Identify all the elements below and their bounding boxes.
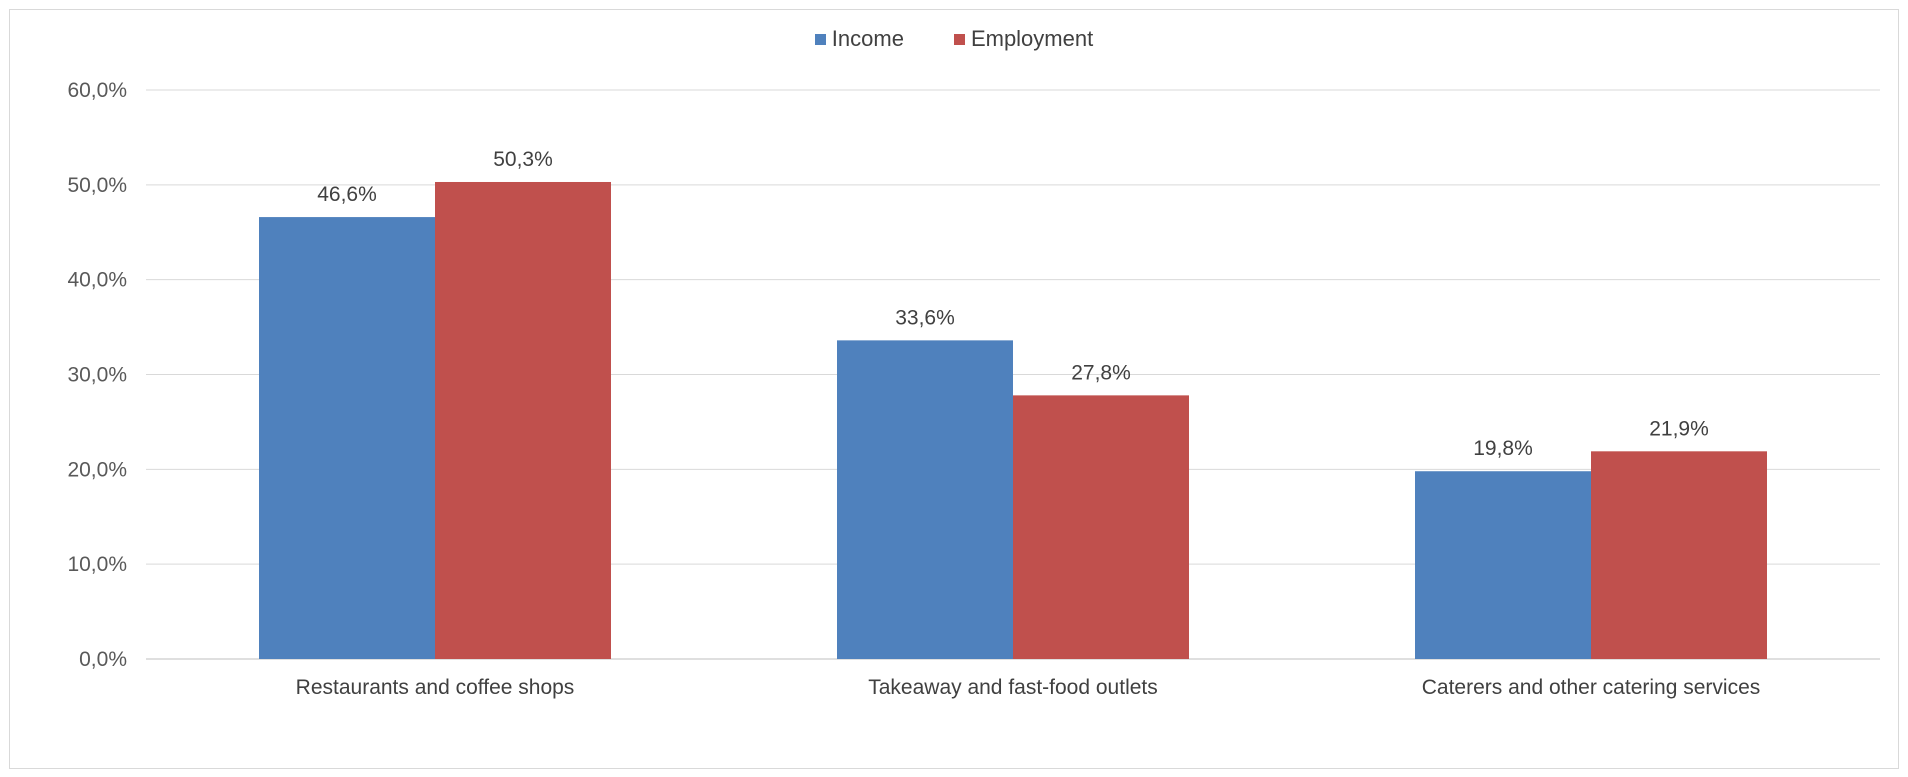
legend-item-employment: Employment: [953, 26, 1094, 52]
y-tick-label: 20,0%: [67, 458, 127, 481]
data-label: 46,6%: [317, 183, 377, 206]
bar-income: [259, 217, 435, 659]
legend-swatch-income: [814, 33, 826, 45]
bar-employment: [1591, 451, 1767, 659]
y-tick-label: 0,0%: [79, 648, 127, 671]
bar-income: [837, 340, 1013, 659]
y-tick-label: 50,0%: [67, 174, 127, 197]
data-label: 21,9%: [1649, 417, 1709, 440]
legend-label-income: Income: [831, 26, 904, 51]
y-tick-label: 30,0%: [67, 364, 127, 387]
x-category-label: Restaurants and coffee shops: [296, 676, 575, 699]
bar-employment: [435, 181, 611, 659]
data-label: 33,6%: [895, 306, 955, 329]
y-tick-label: 10,0%: [67, 553, 127, 576]
y-tick-label: 60,0%: [67, 79, 127, 102]
x-category-label: Caterers and other catering services: [1422, 676, 1761, 699]
data-label: 19,8%: [1473, 437, 1533, 460]
data-label: 50,3%: [493, 148, 553, 171]
bar-income: [1415, 471, 1591, 659]
legend-item-income: Income: [814, 26, 904, 52]
chart-frame: [9, 9, 1899, 769]
legend: Income Employment: [0, 26, 1908, 52]
data-label: 27,8%: [1071, 361, 1131, 384]
bar-employment: [1013, 395, 1189, 659]
legend-swatch-employment: [953, 33, 965, 45]
x-category-label: Takeaway and fast-food outlets: [868, 676, 1158, 699]
y-tick-label: 40,0%: [67, 269, 127, 292]
legend-label-employment: Employment: [970, 26, 1094, 51]
